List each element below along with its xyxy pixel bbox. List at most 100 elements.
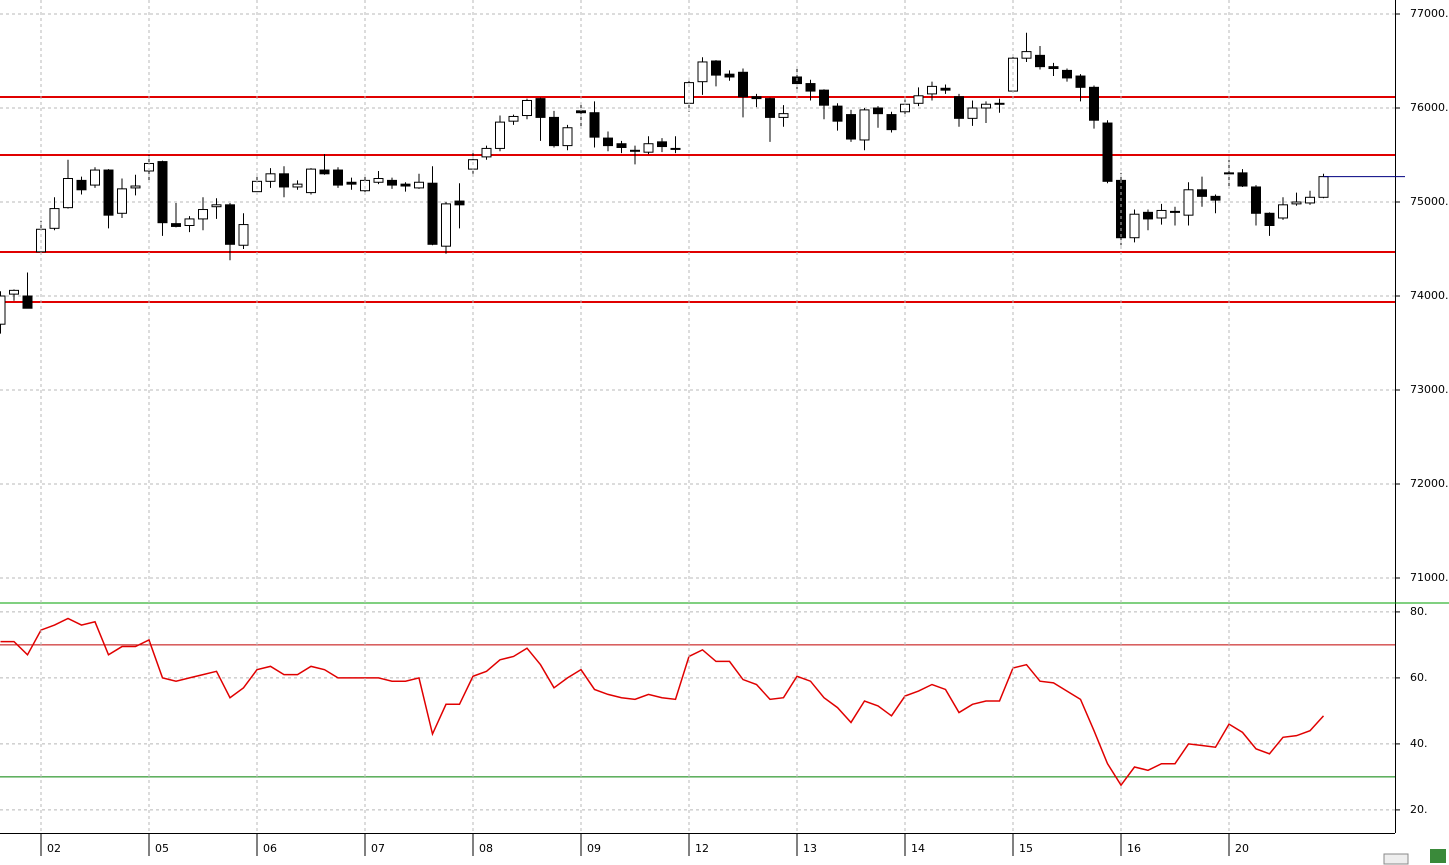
- candle-body: [306, 168, 316, 194]
- candle-body: [981, 103, 991, 109]
- candle-body: [117, 188, 127, 214]
- candle-body: [1183, 189, 1194, 216]
- candle-body: [1170, 210, 1180, 213]
- y-tick-label: 75000.: [1410, 195, 1449, 208]
- y-tick-label: 80.: [1410, 605, 1428, 618]
- x-tick-label: 13: [803, 842, 817, 855]
- x-tick-label: 08: [479, 842, 493, 855]
- candle-body: [751, 96, 762, 100]
- y-tick-label: 74000.: [1410, 289, 1449, 302]
- candle-body: [859, 109, 870, 141]
- candle-body: [616, 143, 627, 148]
- candle-body: [1264, 212, 1275, 227]
- x-tick-label: 05: [155, 842, 169, 855]
- candle-body: [76, 179, 87, 191]
- candle-body: [225, 204, 235, 245]
- candle-body: [1156, 209, 1167, 219]
- candle-body: [414, 181, 424, 189]
- x-tick-label: 20: [1235, 842, 1249, 855]
- candle-body: [670, 147, 681, 150]
- candle-body: [630, 149, 640, 152]
- candle-body: [805, 83, 816, 92]
- x-tick-label: 14: [911, 842, 925, 855]
- candle-body: [238, 224, 249, 246]
- candle-body: [549, 116, 559, 147]
- candle-body: [562, 127, 573, 147]
- candle-body: [603, 137, 613, 147]
- candle-body: [886, 114, 897, 131]
- scroll-button[interactable]: [1383, 853, 1409, 865]
- candle-body: [738, 71, 748, 98]
- x-tick-label: 06: [263, 842, 277, 855]
- candle-body: [1062, 69, 1072, 79]
- candle-body: [1197, 189, 1207, 197]
- candle-body: [927, 85, 937, 95]
- candle-body: [265, 173, 276, 182]
- x-tick-label: 16: [1127, 842, 1141, 855]
- candle-body: [1048, 66, 1059, 70]
- rsi-line: [0, 617, 1325, 787]
- candle-body: [495, 121, 505, 149]
- candle-body: [400, 183, 411, 187]
- candle-body: [171, 223, 181, 227]
- candle-body: [819, 89, 829, 106]
- y-tick-label: 40.: [1410, 737, 1428, 750]
- candle-body: [535, 98, 546, 118]
- candle-body: [63, 178, 73, 209]
- candle-body: [49, 208, 60, 229]
- candle-body: [130, 185, 141, 189]
- candle-body: [1021, 51, 1032, 59]
- candle-body: [576, 110, 586, 114]
- candle-body: [1143, 211, 1153, 220]
- candle-body: [913, 95, 924, 104]
- candle-body: [1291, 201, 1302, 205]
- candle-body: [373, 178, 384, 183]
- refresh-icon[interactable]: [1430, 849, 1446, 863]
- candle-body: [184, 218, 195, 227]
- candle-body: [778, 113, 789, 118]
- candle-body: [9, 289, 19, 295]
- candle-body: [1278, 204, 1288, 219]
- candle-body: [211, 204, 222, 208]
- candle-body: [292, 183, 303, 188]
- candle-body: [994, 102, 1005, 105]
- candle-body: [481, 147, 492, 158]
- candle-body: [387, 179, 397, 186]
- candle-body: [697, 61, 708, 83]
- candle-body: [1035, 54, 1045, 68]
- candle-body: [198, 209, 208, 220]
- candle-body: [1318, 176, 1329, 198]
- candle-body: [1102, 122, 1113, 182]
- candle-body: [967, 107, 978, 119]
- candle-body: [1129, 213, 1140, 239]
- y-tick-label: 71000.: [1410, 571, 1449, 584]
- candle-body: [279, 173, 289, 188]
- y-tick-label: 76000.: [1410, 101, 1449, 114]
- candle-body: [0, 295, 6, 325]
- candle-body: [873, 107, 883, 115]
- candle-body: [454, 200, 465, 206]
- y-tick-label: 60.: [1410, 671, 1428, 684]
- y-tick-label: 20.: [1410, 803, 1428, 816]
- candle-body: [346, 181, 357, 185]
- candle-body: [643, 143, 654, 153]
- x-tick-label: 12: [695, 842, 709, 855]
- x-tick-label: 09: [587, 842, 601, 855]
- candle-body: [333, 169, 343, 186]
- y-tick-label: 73000.: [1410, 383, 1449, 396]
- candle-body: [1075, 75, 1086, 88]
- x-tick-label: 02: [47, 842, 61, 855]
- candle-body: [724, 73, 735, 78]
- candle-body: [832, 105, 843, 122]
- candle-body: [157, 161, 168, 224]
- candle-body: [1224, 172, 1234, 175]
- candle-body: [508, 115, 519, 122]
- candle-body: [1210, 195, 1221, 201]
- y-tick-label: 72000.: [1410, 477, 1449, 490]
- candle-body: [940, 87, 951, 91]
- candle-body: [441, 203, 451, 247]
- candle-body: [954, 96, 964, 119]
- candle-body: [522, 99, 532, 117]
